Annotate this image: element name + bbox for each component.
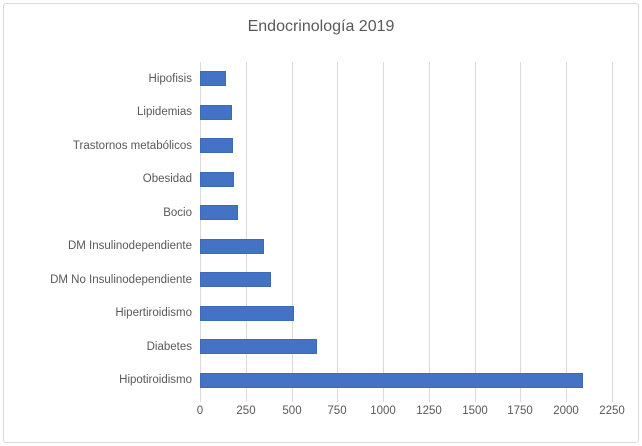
gridline-x-1750 bbox=[520, 62, 521, 402]
gridline-x-1500 bbox=[475, 62, 476, 402]
x-axis-tick-label-1250: 1250 bbox=[416, 405, 442, 417]
bar-hipotiroidismo bbox=[200, 373, 583, 388]
bar-hipertiroidismo bbox=[200, 306, 294, 321]
category-label-hipertiroidismo: Hipertiroidismo bbox=[115, 307, 192, 320]
gridline-x-2250 bbox=[612, 62, 613, 402]
gridline-x-250 bbox=[246, 62, 247, 402]
bar-trastornos-metabolicos bbox=[200, 138, 233, 153]
gridline-x-0 bbox=[200, 62, 201, 402]
bar-diabetes bbox=[200, 339, 317, 354]
category-label-dm-insulinodependiente: DM Insulinodependiente bbox=[67, 240, 192, 253]
bar-dm-insulinodependiente bbox=[200, 239, 264, 254]
category-label-hipotiroidismo: Hipotiroidismo bbox=[119, 374, 192, 387]
category-label-bocio: Bocio bbox=[163, 206, 192, 219]
gridline-x-750 bbox=[337, 62, 338, 402]
category-label-dm-no-insulinodependiente: DM No Insulinodependiente bbox=[50, 273, 192, 286]
gridline-x-1250 bbox=[429, 62, 430, 402]
x-axis-tick-label-250: 250 bbox=[236, 405, 256, 417]
chart-title: Endocrinología 2019 bbox=[247, 18, 395, 35]
x-axis-tick-label-1500: 1500 bbox=[462, 405, 488, 417]
category-label-diabetes: Diabetes bbox=[146, 340, 192, 353]
bar-bocio bbox=[200, 205, 238, 220]
x-axis-tick-label-750: 750 bbox=[327, 405, 347, 417]
gridline-x-1000 bbox=[383, 62, 384, 402]
bar-lipidemias bbox=[200, 105, 232, 120]
category-label-trastornos-metabolicos: Trastornos metabólicos bbox=[72, 139, 192, 152]
x-axis-tick-label-1750: 1750 bbox=[507, 405, 533, 417]
bar-obesidad bbox=[200, 172, 234, 187]
x-axis-tick-label-2000: 2000 bbox=[553, 405, 579, 417]
category-label-lipidemias: Lipidemias bbox=[137, 106, 192, 119]
chart-border-frame bbox=[3, 3, 639, 443]
bar-hipofisis bbox=[200, 71, 226, 86]
gridline-x-2000 bbox=[566, 62, 567, 402]
x-axis-tick-label-0: 0 bbox=[196, 405, 204, 417]
x-axis-tick-label-2250: 2250 bbox=[599, 405, 625, 417]
x-axis-tick-label-500: 500 bbox=[282, 405, 302, 417]
bar-dm-no-insulinodependiente bbox=[200, 272, 271, 287]
category-label-hipofisis: Hipofisis bbox=[148, 72, 192, 85]
x-axis-tick-label-1000: 1000 bbox=[370, 405, 396, 417]
gridline-x-500 bbox=[292, 62, 293, 402]
category-label-obesidad: Obesidad bbox=[142, 173, 192, 186]
